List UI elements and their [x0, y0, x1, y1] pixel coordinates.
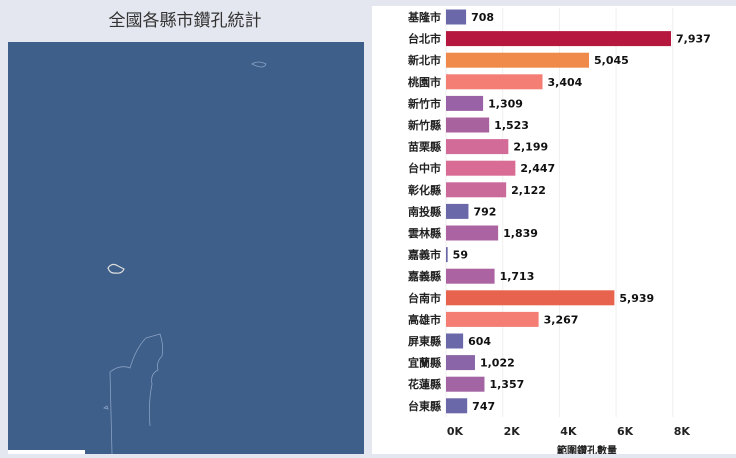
y-tick-label: 新北市 — [408, 53, 441, 67]
bar — [446, 247, 448, 263]
y-tick-label: 彰化縣 — [408, 183, 441, 197]
bar — [446, 311, 539, 327]
x-tick-label: 2K — [504, 425, 521, 438]
bar — [446, 376, 485, 392]
bar — [446, 268, 495, 284]
y-tick-label: 屏東縣 — [408, 334, 441, 348]
value-label: 1,309 — [488, 97, 523, 110]
map-control[interactable] — [8, 450, 85, 454]
bar — [446, 398, 468, 414]
y-tick-label: 苗栗縣 — [408, 140, 441, 154]
bar — [446, 9, 467, 25]
bar — [446, 117, 490, 133]
y-tick-label: 新竹市 — [408, 96, 441, 110]
value-label: 1,839 — [503, 227, 538, 240]
value-label: 604 — [468, 335, 491, 348]
map-outlines — [103, 61, 267, 455]
map[interactable] — [8, 42, 364, 454]
map-title: 全國各縣市鑽孔統計 — [109, 11, 262, 31]
bar — [446, 355, 475, 371]
bar — [446, 290, 615, 306]
y-tick-label: 桃園市 — [408, 75, 441, 89]
bar — [446, 139, 509, 155]
x-axis-title: 範圍鑽孔數量 — [557, 444, 617, 454]
bar — [446, 95, 484, 111]
value-label: 2,199 — [513, 141, 548, 154]
value-label: 7,937 — [676, 33, 711, 46]
y-tick-label: 高雄市 — [408, 312, 441, 326]
bar — [446, 74, 543, 90]
value-label: 1,713 — [500, 270, 535, 283]
bar — [446, 225, 499, 241]
value-label: 747 — [472, 400, 495, 413]
bar — [446, 31, 672, 47]
value-label: 3,404 — [548, 76, 583, 89]
y-tick-label: 嘉義縣 — [407, 269, 441, 283]
bar — [446, 160, 516, 176]
y-tick-label: 花蓮縣 — [408, 377, 441, 391]
bar — [446, 203, 469, 219]
bar — [446, 333, 464, 349]
value-label: 1,357 — [489, 378, 524, 391]
x-tick-label: 8K — [674, 425, 691, 438]
bar — [446, 52, 590, 68]
y-tick-label: 新竹縣 — [408, 118, 441, 132]
x-tick-label: 4K — [560, 425, 577, 438]
y-tick-label: 台中市 — [408, 161, 441, 175]
y-tick-label: 南投縣 — [408, 204, 441, 218]
bar — [446, 182, 507, 198]
value-label: 5,045 — [594, 54, 629, 67]
x-tick-label: 6K — [617, 425, 634, 438]
y-tick-label: 基隆市 — [407, 10, 441, 24]
value-label: 5,939 — [619, 292, 654, 305]
y-tick-label: 台北市 — [408, 32, 441, 46]
y-tick-label: 台東縣 — [408, 399, 441, 413]
value-label: 3,267 — [544, 313, 579, 326]
value-label: 59 — [453, 249, 468, 262]
value-label: 2,447 — [520, 162, 555, 175]
value-label: 1,022 — [480, 357, 515, 370]
y-tick-label: 嘉義市 — [407, 248, 441, 262]
y-tick-label: 宜蘭縣 — [408, 356, 441, 370]
chart-panel — [372, 6, 736, 454]
x-tick-label: 0K — [447, 425, 464, 438]
value-label: 708 — [471, 11, 494, 24]
y-tick-label: 雲林縣 — [408, 226, 441, 240]
value-label: 1,523 — [494, 119, 529, 132]
value-label: 792 — [473, 205, 496, 218]
y-tick-label: 台南市 — [408, 291, 441, 305]
value-label: 2,122 — [511, 184, 546, 197]
